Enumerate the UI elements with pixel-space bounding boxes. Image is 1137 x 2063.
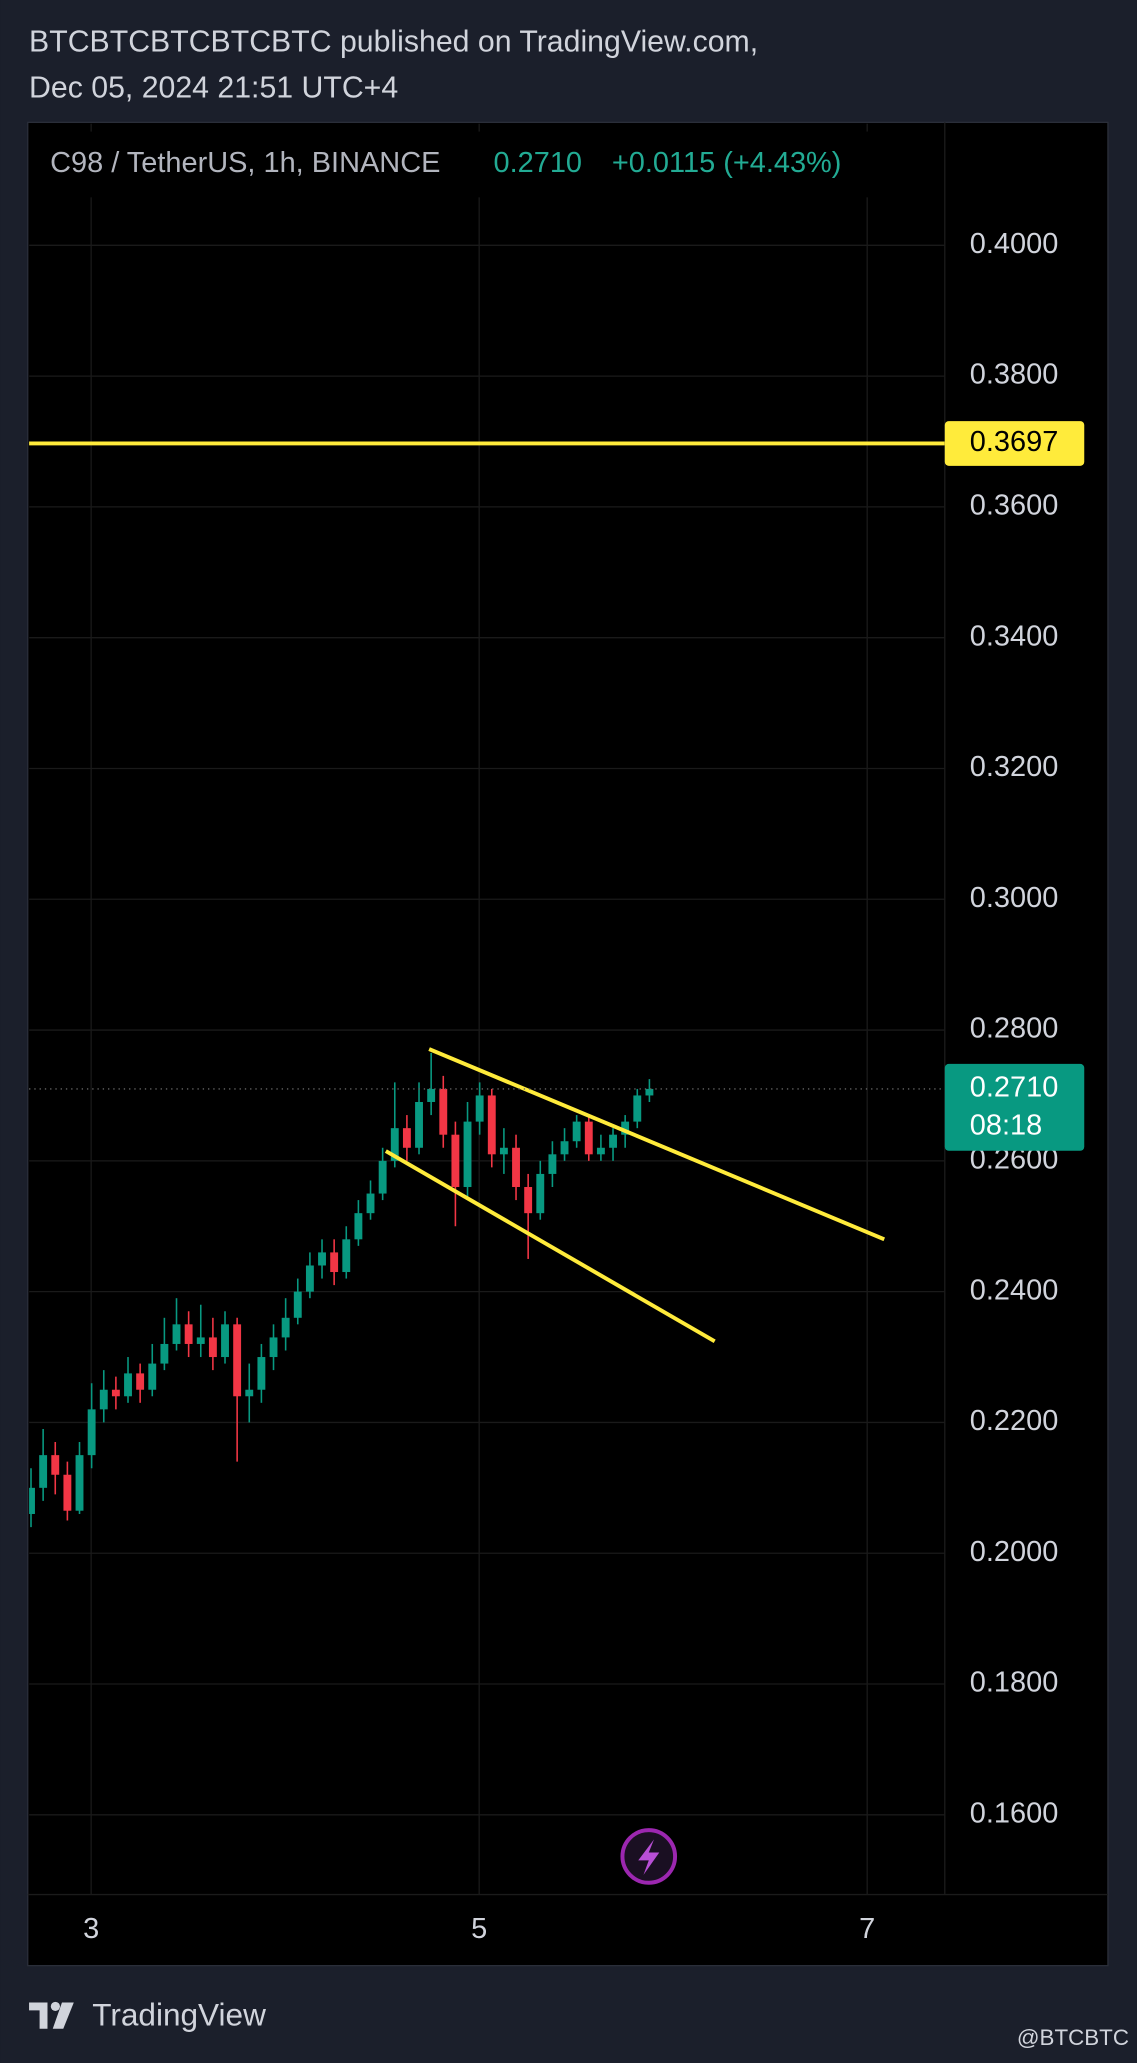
candle-body xyxy=(233,1324,242,1397)
countdown: 08:18 xyxy=(970,1110,1042,1142)
candle-body xyxy=(560,1141,569,1155)
candle-body xyxy=(305,1265,314,1292)
candle-body xyxy=(536,1173,545,1214)
header-line: BTCBTCBTCBTCBTC published on TradingView… xyxy=(29,25,758,58)
trend-line xyxy=(428,1047,886,1242)
y-tick-label: 0.2200 xyxy=(970,1405,1059,1437)
y-tick-label: 0.4000 xyxy=(970,228,1059,260)
candle-body xyxy=(609,1134,617,1148)
candle-body xyxy=(572,1121,581,1142)
candle-body xyxy=(584,1121,593,1155)
candle-body xyxy=(111,1389,120,1397)
candle-body xyxy=(439,1088,448,1135)
candle-body xyxy=(293,1291,302,1318)
y-tick-label: 0.3600 xyxy=(970,490,1059,522)
candle-body xyxy=(596,1147,605,1155)
y-tick-label: 0.3000 xyxy=(970,882,1059,914)
last-price: 0.2710 xyxy=(494,147,583,179)
candle-body xyxy=(87,1409,96,1456)
change: +0.0115 (+4.43%) xyxy=(612,147,842,179)
last-price-label: 0.2710 xyxy=(970,1072,1059,1104)
candle-body xyxy=(136,1373,145,1390)
plot xyxy=(29,123,945,1895)
candle-body xyxy=(51,1455,60,1475)
candle-body xyxy=(221,1324,229,1358)
x-tick-label: 5 xyxy=(471,1913,487,1945)
lightning-glyph xyxy=(638,1839,660,1875)
candle-body xyxy=(245,1389,254,1397)
x-tick-label: 7 xyxy=(859,1913,875,1945)
header-line: Dec 05, 2024 21:51 UTC+4 xyxy=(29,71,398,104)
candle-body xyxy=(99,1389,108,1410)
candle-body xyxy=(342,1239,351,1273)
candle-body xyxy=(451,1134,460,1188)
candle-body xyxy=(499,1147,508,1155)
candle-body xyxy=(487,1095,496,1155)
candle-body xyxy=(318,1252,326,1266)
candle-body xyxy=(633,1095,642,1122)
legend-bg xyxy=(29,131,885,198)
candle-body xyxy=(512,1147,520,1188)
trend-line xyxy=(384,1149,716,1344)
y-tick-label: 0.3400 xyxy=(970,620,1059,652)
x-tick-label: 3 xyxy=(83,1913,99,1945)
candle-body xyxy=(330,1252,339,1273)
candle-body xyxy=(354,1213,363,1240)
candle-body xyxy=(402,1128,411,1148)
y-tick-label: 0.1600 xyxy=(970,1797,1059,1829)
level-label: 0.3697 xyxy=(970,426,1059,458)
candle-body xyxy=(172,1324,181,1344)
level-label-bg xyxy=(944,421,1085,466)
candle-body xyxy=(124,1373,132,1397)
candle-body xyxy=(208,1337,217,1358)
handle: @BTCBTC xyxy=(1017,2025,1129,2050)
y-tick-label: 0.2800 xyxy=(970,1013,1059,1045)
candle-body xyxy=(548,1154,557,1174)
candle-body xyxy=(378,1160,387,1194)
y-tick-label: 0.2000 xyxy=(970,1536,1059,1568)
brand: TradingView xyxy=(92,1996,266,2032)
candle-body xyxy=(29,1487,35,1514)
y-tick-label: 0.2400 xyxy=(970,1274,1059,1306)
brand-logo xyxy=(29,2001,74,2029)
symbol: C98 / TetherUS, 1h, BINANCE xyxy=(50,147,440,179)
y-tick-label: 0.3200 xyxy=(970,751,1059,783)
candle-body xyxy=(184,1324,193,1344)
candle-body xyxy=(39,1455,48,1488)
candle-body xyxy=(281,1317,290,1338)
last-price-bg xyxy=(944,1063,1085,1151)
candle-body xyxy=(463,1121,472,1188)
candle-body xyxy=(75,1455,84,1511)
y-tick-label: 0.1800 xyxy=(970,1667,1059,1699)
chart-frame xyxy=(27,121,1109,1967)
candle-body xyxy=(148,1363,157,1390)
candle-body xyxy=(475,1095,484,1122)
candle-body xyxy=(427,1088,436,1102)
candle-body xyxy=(415,1101,423,1148)
candle-body xyxy=(257,1357,266,1390)
candle-body xyxy=(366,1193,375,1214)
candle-body xyxy=(524,1187,533,1214)
y-tick-label: 0.3800 xyxy=(970,359,1059,391)
candle-body xyxy=(645,1088,654,1096)
candle-body xyxy=(160,1343,169,1364)
candle-body xyxy=(196,1337,205,1344)
candle-body xyxy=(390,1128,399,1161)
candle-body xyxy=(621,1121,630,1135)
candle-body xyxy=(269,1337,278,1358)
candle-body xyxy=(63,1474,72,1511)
